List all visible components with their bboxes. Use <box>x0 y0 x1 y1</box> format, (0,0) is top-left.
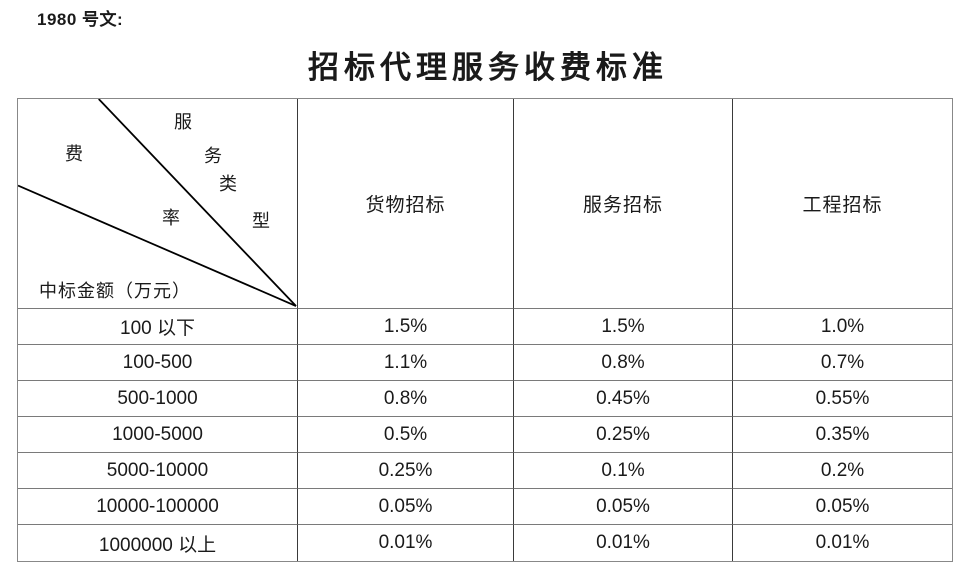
row-value-goods: 0.8% <box>298 381 514 417</box>
table-corner-diagonal-cell: 服 费 务 类 率 型 中标金额（万元） <box>18 99 298 309</box>
corner-fee-char-2: 率 <box>162 208 180 228</box>
row-value-goods: 0.5% <box>298 417 514 453</box>
corner-fee-char-1: 费 <box>65 144 83 164</box>
column-header-goods: 货物招标 <box>298 99 514 309</box>
row-amount: 1000000 以上 <box>18 525 298 561</box>
row-amount: 1000-5000 <box>18 417 298 453</box>
document-ref-number: 1980 号文: <box>37 10 124 29</box>
column-header-services: 服务招标 <box>514 99 733 309</box>
row-value-engineering: 0.7% <box>733 345 952 381</box>
row-value-services: 0.25% <box>514 417 733 453</box>
row-amount: 100 以下 <box>18 309 298 345</box>
row-value-goods: 1.1% <box>298 345 514 381</box>
row-amount: 500-1000 <box>18 381 298 417</box>
diagonal-lines <box>18 99 297 307</box>
row-value-services: 0.8% <box>514 345 733 381</box>
row-value-services: 0.01% <box>514 525 733 561</box>
row-value-services: 1.5% <box>514 309 733 345</box>
row-value-engineering: 0.05% <box>733 489 952 525</box>
row-value-goods: 0.25% <box>298 453 514 489</box>
corner-type-char-4: 型 <box>252 211 270 231</box>
row-value-engineering: 0.2% <box>733 453 952 489</box>
row-value-services: 0.45% <box>514 381 733 417</box>
row-value-engineering: 0.35% <box>733 417 952 453</box>
row-value-goods: 1.5% <box>298 309 514 345</box>
row-value-engineering: 0.55% <box>733 381 952 417</box>
corner-type-char-2: 务 <box>204 146 222 166</box>
row-value-services: 0.05% <box>514 489 733 525</box>
row-amount: 100-500 <box>18 345 298 381</box>
corner-type-char-1: 服 <box>174 112 192 132</box>
corner-type-char-3: 类 <box>219 174 237 194</box>
row-value-engineering: 1.0% <box>733 309 952 345</box>
row-amount: 5000-10000 <box>18 453 298 489</box>
row-value-engineering: 0.01% <box>733 525 952 561</box>
corner-amount-label: 中标金额（万元） <box>39 281 191 301</box>
row-value-goods: 0.05% <box>298 489 514 525</box>
row-value-services: 0.1% <box>514 453 733 489</box>
column-header-engineering: 工程招标 <box>733 99 952 309</box>
row-value-goods: 0.01% <box>298 525 514 561</box>
fee-standard-table: 服 费 务 类 率 型 中标金额（万元） 货物招标 服务招标 工程招标 100 … <box>17 98 953 562</box>
row-amount: 10000-100000 <box>18 489 298 525</box>
page-title: 招标代理服务收费标准 <box>308 50 668 85</box>
